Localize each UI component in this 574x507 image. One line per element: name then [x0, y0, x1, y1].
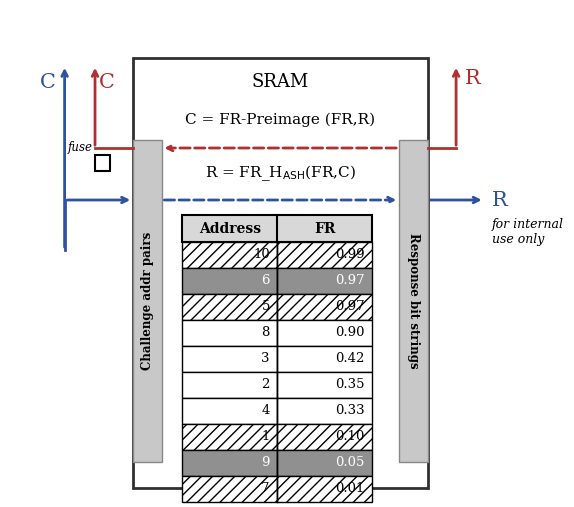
Text: Response bit strings: Response bit strings	[407, 233, 420, 369]
Text: FR: FR	[315, 222, 336, 235]
Bar	[399, 140, 428, 462]
Text: 1: 1	[262, 430, 270, 444]
Text: 5: 5	[262, 301, 270, 313]
Bar	[277, 242, 373, 268]
Bar	[183, 476, 277, 502]
Bar	[277, 398, 373, 424]
Text: C: C	[40, 73, 56, 91]
Text: SRAM: SRAM	[251, 73, 309, 91]
Bar	[277, 294, 373, 320]
Bar	[183, 346, 277, 372]
Bar	[277, 450, 373, 476]
Bar	[183, 450, 277, 476]
Text: 0.05: 0.05	[335, 456, 365, 469]
Bar	[277, 320, 373, 346]
Bar	[183, 398, 277, 424]
Text: 10: 10	[253, 248, 270, 262]
Bar	[183, 215, 373, 242]
Text: 0.33: 0.33	[335, 405, 365, 417]
Bar	[133, 140, 161, 462]
Text: 0.90: 0.90	[335, 327, 365, 340]
Bar	[183, 268, 277, 294]
Text: 8: 8	[262, 327, 270, 340]
Text: C = FR-Preimage (FR,R): C = FR-Preimage (FR,R)	[185, 113, 375, 127]
Text: 0.42: 0.42	[335, 352, 365, 366]
Text: R: R	[492, 191, 508, 209]
Text: R = FR_H$_{\mathsf{ASH}}$(FR,C): R = FR_H$_{\mathsf{ASH}}$(FR,C)	[205, 163, 356, 183]
Text: 0.97: 0.97	[335, 274, 365, 287]
Bar	[183, 320, 277, 346]
Bar	[277, 268, 373, 294]
Text: 4: 4	[262, 405, 270, 417]
Text: 0.01: 0.01	[335, 483, 365, 495]
Bar	[183, 242, 277, 268]
Text: 0.99: 0.99	[335, 248, 365, 262]
Bar	[277, 372, 373, 398]
Text: 3: 3	[261, 352, 270, 366]
Text: Challenge addr pairs: Challenge addr pairs	[141, 232, 154, 370]
Text: 0.97: 0.97	[335, 301, 365, 313]
Bar	[277, 476, 373, 502]
Text: Address: Address	[199, 222, 261, 235]
Text: 0.35: 0.35	[335, 379, 365, 391]
Text: for internal
use only: for internal use only	[492, 218, 564, 246]
Text: fuse: fuse	[68, 141, 93, 154]
Text: 0.10: 0.10	[335, 430, 365, 444]
Text: 7: 7	[261, 483, 270, 495]
Bar	[183, 294, 277, 320]
Text: 2: 2	[262, 379, 270, 391]
Text: 9: 9	[261, 456, 270, 469]
Text: 6: 6	[261, 274, 270, 287]
Bar	[183, 424, 277, 450]
Bar	[277, 424, 373, 450]
Text: C: C	[99, 73, 114, 91]
Bar	[133, 58, 428, 488]
Bar	[183, 372, 277, 398]
Text: R: R	[466, 68, 481, 88]
Bar	[95, 155, 110, 171]
Bar	[277, 346, 373, 372]
